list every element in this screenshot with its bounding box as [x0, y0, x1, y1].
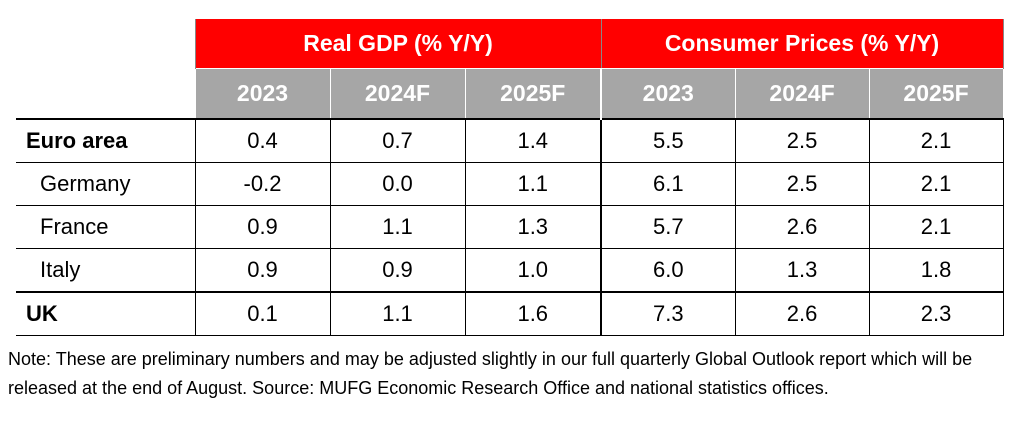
table-row: UK 0.1 1.1 1.6 7.3 2.6 2.3: [16, 291, 1004, 336]
year-header: 2024F: [329, 68, 466, 120]
table-cell: 2.5: [734, 118, 870, 163]
table-cell: 1.6: [464, 291, 602, 336]
table-cell: 0.0: [329, 162, 466, 206]
table-cell: 1.3: [734, 248, 870, 293]
table-cell: 0.9: [329, 248, 466, 293]
table-cell: 6.1: [600, 162, 736, 206]
table-cell: 1.1: [329, 205, 466, 249]
year-header: 2023: [194, 68, 331, 120]
row-label: Italy: [16, 248, 196, 293]
table-cell: 1.0: [464, 248, 602, 293]
table-cell: -0.2: [194, 162, 331, 206]
table-cell: 0.1: [194, 291, 331, 336]
table-row: Germany -0.2 0.0 1.1 6.1 2.5 2.1: [16, 162, 1004, 206]
table-cell: 0.4: [194, 118, 331, 163]
table-cell: 1.1: [329, 291, 466, 336]
table-cell: 2.6: [734, 205, 870, 249]
corner-cell: [16, 68, 195, 119]
table-cell: 2.3: [868, 291, 1004, 336]
forecast-table: Real GDP (% Y/Y) Consumer Prices (% Y/Y)…: [16, 19, 1004, 336]
table-cell: 1.3: [464, 205, 602, 249]
year-header: 2023: [600, 68, 736, 120]
table-cell: 2.1: [868, 162, 1004, 206]
footnote: Note: These are preliminary numbers and …: [8, 349, 973, 398]
row-label: Germany: [16, 162, 196, 206]
table-cell: 5.5: [600, 118, 736, 163]
table-cell: 6.0: [600, 248, 736, 293]
table-row: France 0.9 1.1 1.3 5.7 2.6 2.1: [16, 205, 1004, 249]
year-header: 2024F: [734, 68, 870, 120]
row-label: France: [16, 205, 196, 249]
table-cell: 2.5: [734, 162, 870, 206]
consumer-prices-header: Consumer Prices (% Y/Y): [600, 19, 1004, 69]
table-cell: 1.1: [464, 162, 602, 206]
row-label: UK: [16, 291, 196, 336]
row-label: Euro area: [16, 118, 196, 163]
year-header: 2025F: [868, 68, 1004, 120]
year-header: 2025F: [464, 68, 602, 120]
table-cell: 2.1: [868, 118, 1004, 163]
table-cell: 5.7: [600, 205, 736, 249]
corner-cell: [16, 19, 195, 69]
table-cell: 0.7: [329, 118, 466, 163]
table-cell: 0.9: [194, 205, 331, 249]
table-row: Euro area 0.4 0.7 1.4 5.5 2.5 2.1: [16, 118, 1004, 163]
table-cell: 2.6: [734, 291, 870, 336]
table-cell: 1.4: [464, 118, 602, 163]
table-row: Italy 0.9 0.9 1.0 6.0 1.3 1.8: [16, 248, 1004, 293]
table-cell: 7.3: [600, 291, 736, 336]
real-gdp-header: Real GDP (% Y/Y): [194, 19, 602, 69]
table-cell: 1.8: [868, 248, 1004, 293]
table-cell: 0.9: [194, 248, 331, 293]
table-cell: 2.1: [868, 205, 1004, 249]
